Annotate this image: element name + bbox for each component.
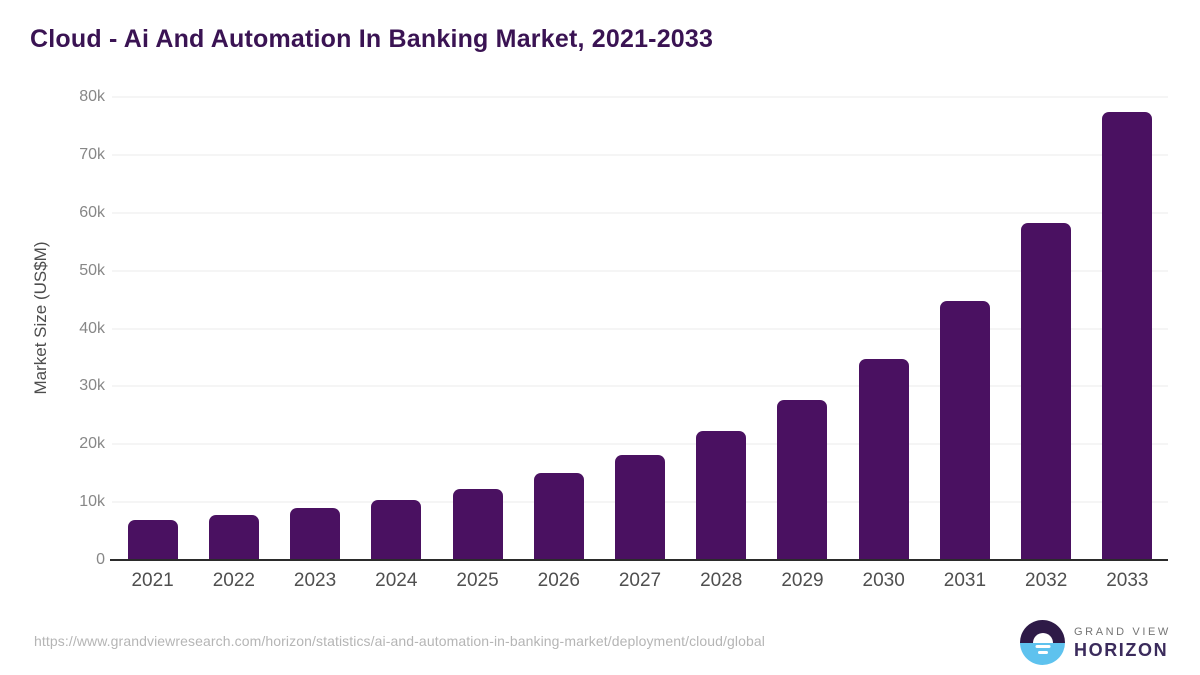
logo-icon-top-half <box>1020 620 1065 643</box>
y-tick-label-0: 0 <box>96 551 105 568</box>
logo-icon-dome <box>1032 632 1053 643</box>
bar-2022[interactable] <box>208 514 259 560</box>
plot-area <box>110 96 1168 561</box>
bar-2024[interactable] <box>371 499 422 560</box>
chart-title: Cloud - Ai And Automation In Banking Mar… <box>30 25 714 53</box>
bar-2023[interactable] <box>290 507 341 560</box>
y-tick-label-40k: 40k <box>79 319 105 337</box>
x-tick-label-2026: 2026 <box>537 570 580 591</box>
x-tick-label-2021: 2021 <box>131 570 174 591</box>
gridline-70k <box>112 154 1168 156</box>
x-tick-label-2032: 2032 <box>1025 570 1068 591</box>
y-tick-label-10k: 10k <box>79 493 105 511</box>
y-tick-label-20k: 20k <box>79 435 105 453</box>
y-tick-label-30k: 30k <box>79 377 105 395</box>
y-tick-label-70k: 70k <box>79 145 105 163</box>
x-tick-label-2025: 2025 <box>456 570 499 591</box>
x-tick-label-2024: 2024 <box>375 570 418 591</box>
x-tick-label-2031: 2031 <box>943 570 987 591</box>
x-tick-label-2028: 2028 <box>700 570 743 591</box>
x-tick-label-2027: 2027 <box>618 570 662 591</box>
gridline-50k <box>112 270 1168 272</box>
grand-view-horizon-logo: GRAND VIEW HORIZON <box>1020 620 1171 665</box>
bar-2030[interactable] <box>858 358 909 560</box>
bar-2026[interactable] <box>533 473 584 560</box>
bar-2029[interactable] <box>777 399 828 560</box>
source-url-text: https://www.grandviewresearch.com/horizo… <box>34 633 765 649</box>
x-tick-label-2023: 2023 <box>293 570 337 591</box>
bar-2033[interactable] <box>1102 112 1153 560</box>
gridline-20k <box>112 443 1168 445</box>
bar-2021[interactable] <box>127 520 178 560</box>
y-axis-ticks: 0 10k 20k 30k 40k 50k 60k 70k 80k <box>0 88 105 568</box>
logo-icon-reflection-line-2 <box>1037 650 1048 655</box>
gridline-60k <box>112 212 1168 214</box>
y-tick-label-50k: 50k <box>79 261 105 279</box>
bar-2028[interactable] <box>696 430 747 560</box>
x-tick-label-2029: 2029 <box>781 570 824 591</box>
bar-2027[interactable] <box>615 455 665 560</box>
bar-2032[interactable] <box>1021 222 1072 560</box>
x-axis-ticks: 2021 2022 2023 2024 2025 2026 2027 2028 2029 2030… <box>112 569 1168 597</box>
x-tick-label-2033: 2033 <box>1106 570 1149 591</box>
bar-2031[interactable] <box>939 301 990 560</box>
x-axis-line <box>110 559 1168 561</box>
y-tick-label-60k: 60k <box>79 203 105 221</box>
gridline-30k <box>112 385 1168 387</box>
logo-brand-text: GRAND VIEW <box>1074 625 1171 638</box>
x-tick-label-2022: 2022 <box>212 570 255 591</box>
horizon-sunrise-icon <box>1020 620 1065 665</box>
gridline-40k <box>112 328 1168 329</box>
x-tick-label-2030: 2030 <box>862 570 905 591</box>
y-tick-label-80k: 80k <box>79 88 105 105</box>
logo-product-text: HORIZON <box>1074 639 1169 660</box>
bar-2025[interactable] <box>452 488 503 560</box>
gridline-80k <box>112 96 1168 98</box>
logo-icon-reflection-line-1 <box>1035 644 1050 649</box>
logo-text: GRAND VIEW HORIZON <box>1074 626 1171 660</box>
